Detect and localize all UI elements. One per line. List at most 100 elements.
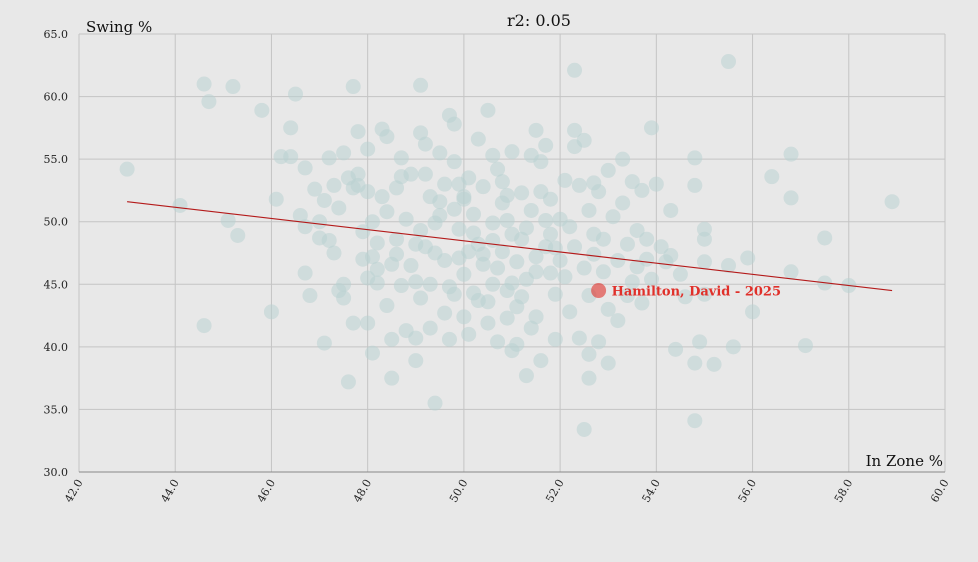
data-point — [538, 137, 554, 153]
data-point — [225, 79, 241, 95]
data-point — [523, 202, 539, 218]
data-point — [446, 116, 462, 132]
data-point — [302, 288, 318, 304]
data-point — [528, 309, 544, 325]
data-point — [494, 244, 510, 260]
data-point — [499, 212, 515, 228]
trend-line — [127, 201, 893, 292]
data-point — [542, 226, 558, 242]
data-point — [456, 309, 472, 325]
data-point — [721, 258, 736, 274]
data-point — [523, 320, 539, 336]
data-point — [619, 236, 635, 252]
data-point — [331, 200, 347, 216]
highlight-point[interactable] — [591, 283, 607, 299]
data-point — [413, 290, 429, 306]
data-point — [514, 231, 530, 247]
data-point — [600, 355, 616, 371]
data-point — [437, 305, 453, 321]
data-point — [663, 202, 679, 218]
data-point — [230, 227, 246, 243]
data-point — [514, 289, 530, 305]
data-point — [466, 206, 482, 222]
x-tick-label: 52.0 — [543, 477, 567, 505]
data-point — [326, 177, 342, 193]
x-tick-label: 44.0 — [158, 477, 182, 505]
data-point — [658, 254, 674, 270]
data-point — [533, 353, 549, 369]
data-point — [547, 240, 563, 256]
data-point — [586, 226, 602, 242]
x-tick-label: 48.0 — [351, 477, 375, 505]
data-point — [533, 154, 549, 170]
y-tick-label: 60.0 — [44, 91, 69, 104]
data-point — [687, 413, 703, 429]
data-point — [610, 253, 626, 269]
data-point — [196, 318, 212, 334]
data-point — [369, 275, 385, 291]
data-point — [624, 174, 640, 190]
data-point — [374, 189, 390, 205]
data-point — [446, 154, 462, 170]
data-point — [201, 94, 217, 110]
data-point — [576, 421, 592, 437]
data-point — [379, 129, 395, 145]
data-point — [364, 345, 380, 361]
data-point — [634, 182, 650, 198]
data-point — [644, 120, 660, 136]
data-point — [567, 62, 583, 78]
y-axis-title: Swing % — [86, 18, 152, 36]
data-point — [461, 244, 477, 260]
data-point — [437, 176, 453, 192]
data-point — [470, 293, 486, 309]
data-point — [721, 54, 736, 70]
data-point — [119, 161, 135, 177]
data-point — [417, 166, 433, 182]
y-tick-label: 55.0 — [44, 153, 69, 166]
data-point — [629, 259, 645, 275]
data-point — [369, 235, 385, 251]
y-tick-label: 35.0 — [44, 403, 69, 416]
data-point — [518, 220, 534, 236]
data-point — [316, 192, 332, 208]
data-point — [634, 295, 650, 311]
data-point — [297, 160, 313, 176]
data-point — [514, 185, 530, 201]
data-point — [557, 269, 573, 285]
data-point — [542, 265, 558, 281]
data-point — [485, 276, 501, 292]
data-point — [552, 253, 568, 269]
x-tick-label: 42.0 — [62, 477, 86, 505]
data-point — [336, 145, 352, 161]
data-point — [677, 289, 693, 305]
data-point — [696, 231, 712, 247]
data-point — [398, 323, 414, 339]
data-point — [490, 260, 506, 276]
data-point — [456, 266, 472, 282]
data-point — [316, 335, 332, 351]
data-point — [384, 331, 400, 347]
data-point — [696, 286, 712, 302]
data-point — [466, 225, 482, 241]
data-point — [263, 304, 279, 320]
data-point — [490, 334, 506, 350]
y-tick-label: 45.0 — [44, 278, 69, 291]
data-point — [398, 211, 414, 227]
y-tick-label: 65.0 — [44, 28, 69, 41]
data-point — [196, 76, 212, 92]
x-tick-label: 54.0 — [639, 477, 663, 505]
data-point — [345, 79, 361, 95]
data-point — [413, 222, 429, 238]
data-point — [288, 86, 303, 102]
data-point — [547, 331, 563, 347]
data-point — [451, 176, 467, 192]
data-point — [567, 239, 583, 255]
data-point — [797, 338, 813, 354]
y-tick-labels: 30.0 35.0 40.0 45.0 50.0 55.0 60.0 65.0 — [44, 28, 69, 479]
data-point — [600, 162, 616, 178]
data-point — [528, 122, 544, 138]
data-point — [692, 334, 708, 350]
data-point — [350, 124, 366, 140]
